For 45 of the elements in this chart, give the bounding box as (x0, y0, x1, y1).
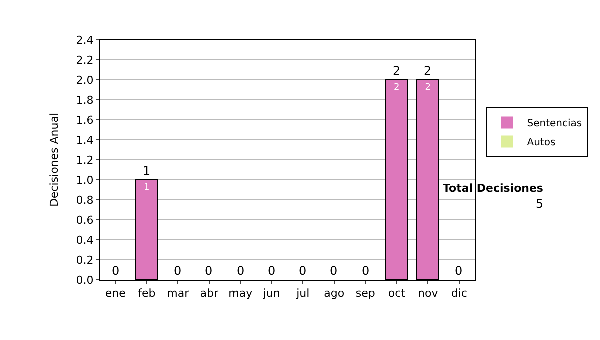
x-tick-label: dic (451, 287, 468, 300)
text: 0.8 (76, 194, 94, 207)
total-label: 0 (299, 264, 307, 278)
total-label: 0 (237, 264, 245, 278)
x-tick-label: jul (296, 287, 310, 300)
x-tick-label: may (228, 287, 254, 300)
text: 1.6 (76, 114, 94, 127)
total-label: 2 (424, 64, 432, 78)
text: 0.4 (76, 234, 94, 247)
y-axis-title: Decisiones Anual (48, 112, 61, 208)
total-label: 0 (455, 264, 463, 278)
data-label: 1 (144, 183, 150, 193)
total-label: 0 (112, 264, 120, 278)
x-tick-label: nov (418, 287, 439, 300)
text: 1.4 (76, 134, 94, 147)
legend-label: Sentencias (527, 118, 582, 130)
text: 0.6 (76, 214, 94, 227)
text: 0.2 (76, 254, 94, 267)
x-tick-label: oct (388, 287, 406, 300)
x-tick-label: sep (356, 287, 376, 300)
x-tick-label: ene (105, 287, 126, 300)
x-tick-label: feb (138, 287, 156, 300)
annotation: Total Decisiones (443, 182, 544, 195)
text: 1.0 (76, 174, 94, 187)
x-tick-label: mar (167, 287, 190, 300)
text: 0.0 (76, 274, 94, 287)
total-label: 0 (330, 264, 338, 278)
total-label: 0 (174, 264, 182, 278)
total-label: 0 (362, 264, 370, 278)
total-label: 0 (205, 264, 213, 278)
text: 1.2 (76, 154, 94, 167)
total-label: 2 (393, 64, 401, 78)
total-label: 1 (143, 164, 151, 178)
legend-label: Autos (527, 138, 556, 149)
text: 1.8 (76, 94, 94, 107)
text: 2.4 (76, 34, 94, 47)
x-tick-label: ago (324, 287, 345, 300)
x-tick-label: jun (262, 287, 280, 300)
text: 5 (536, 197, 544, 211)
text: 2.2 (76, 54, 94, 67)
text: 2.0 (76, 74, 94, 87)
x-tick-label: abr (200, 287, 219, 300)
data-label: 2 (394, 83, 400, 93)
total-label: 0 (268, 264, 276, 278)
data-label: 2 (425, 83, 431, 93)
